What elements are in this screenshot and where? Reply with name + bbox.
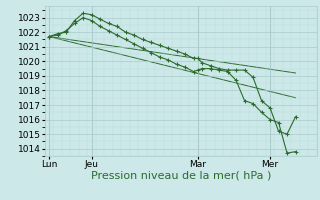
- X-axis label: Pression niveau de la mer( hPa ): Pression niveau de la mer( hPa ): [91, 171, 271, 181]
